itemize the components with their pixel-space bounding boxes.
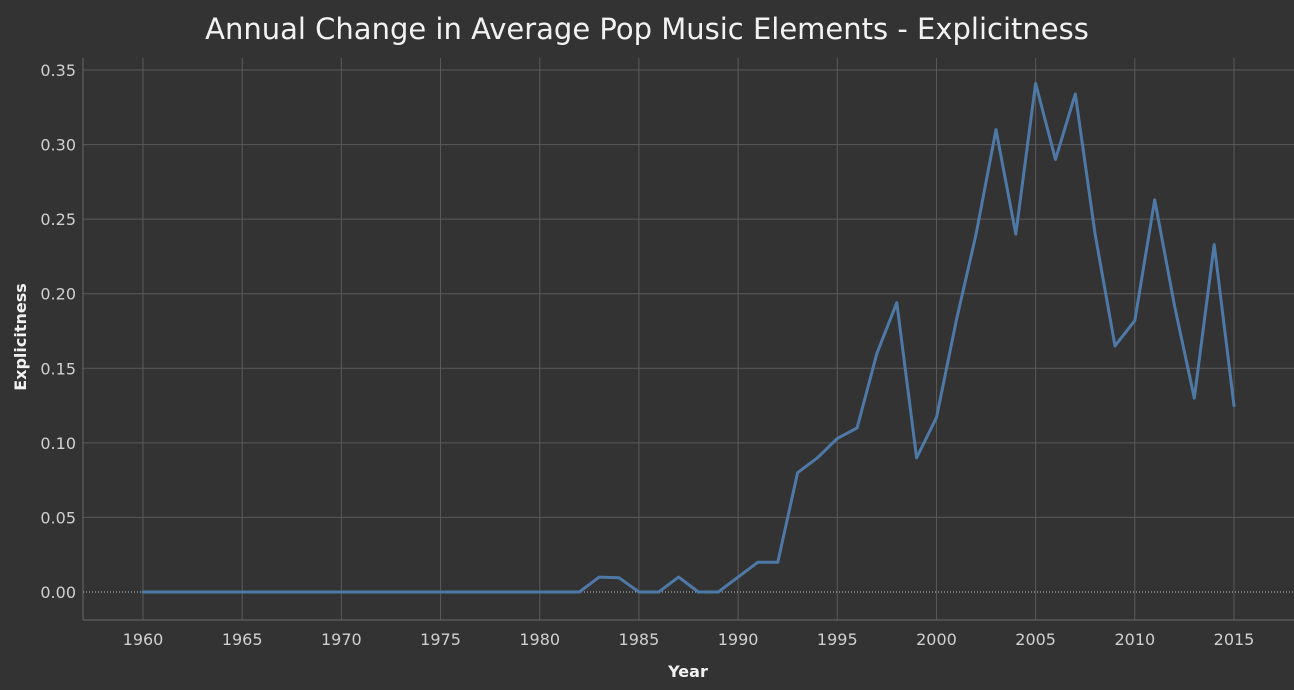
x-tick-label: 2015	[1214, 630, 1255, 649]
x-tick-labels: 1960 1965 1970 1975 1980 1985 1990 1995 2000 2005…	[123, 630, 1255, 649]
x-tick-label: 1990	[718, 630, 759, 649]
axes	[82, 58, 1294, 621]
series-group	[141, 81, 1236, 594]
x-tick-label: 1960	[123, 630, 164, 649]
y-tick-label: 0.35	[40, 61, 76, 80]
y-tick-label: 0.25	[40, 210, 76, 229]
x-axis-label: Year	[667, 662, 708, 681]
x-tick-label: 2010	[1114, 630, 1155, 649]
x-gridlines	[142, 58, 1235, 620]
series-line	[141, 81, 1236, 594]
y-tick-label: 0.00	[40, 583, 76, 602]
y-axis-label: Explicitness	[11, 283, 30, 391]
y-tick-label: 0.20	[40, 285, 76, 304]
x-tick-label: 1985	[619, 630, 660, 649]
y-tick-label: 0.10	[40, 434, 76, 453]
y-tick-label: 0.05	[40, 508, 76, 527]
x-tick-label: 1965	[222, 630, 263, 649]
x-tick-label: 1995	[817, 630, 858, 649]
y-tick-labels: 0.00 0.05 0.10 0.15 0.20 0.25 0.30 0.35	[40, 61, 76, 602]
x-tick-label: 1970	[321, 630, 362, 649]
y-gridlines	[83, 69, 1294, 518]
y-tick-label: 0.15	[40, 359, 76, 378]
x-tick-label: 1980	[519, 630, 560, 649]
y-tick-label: 0.30	[40, 136, 76, 155]
x-tick-label: 1975	[420, 630, 461, 649]
chart-title: Annual Change in Average Pop Music Eleme…	[205, 12, 1089, 46]
x-tick-label: 2000	[916, 630, 957, 649]
x-tick-label: 2005	[1015, 630, 1056, 649]
